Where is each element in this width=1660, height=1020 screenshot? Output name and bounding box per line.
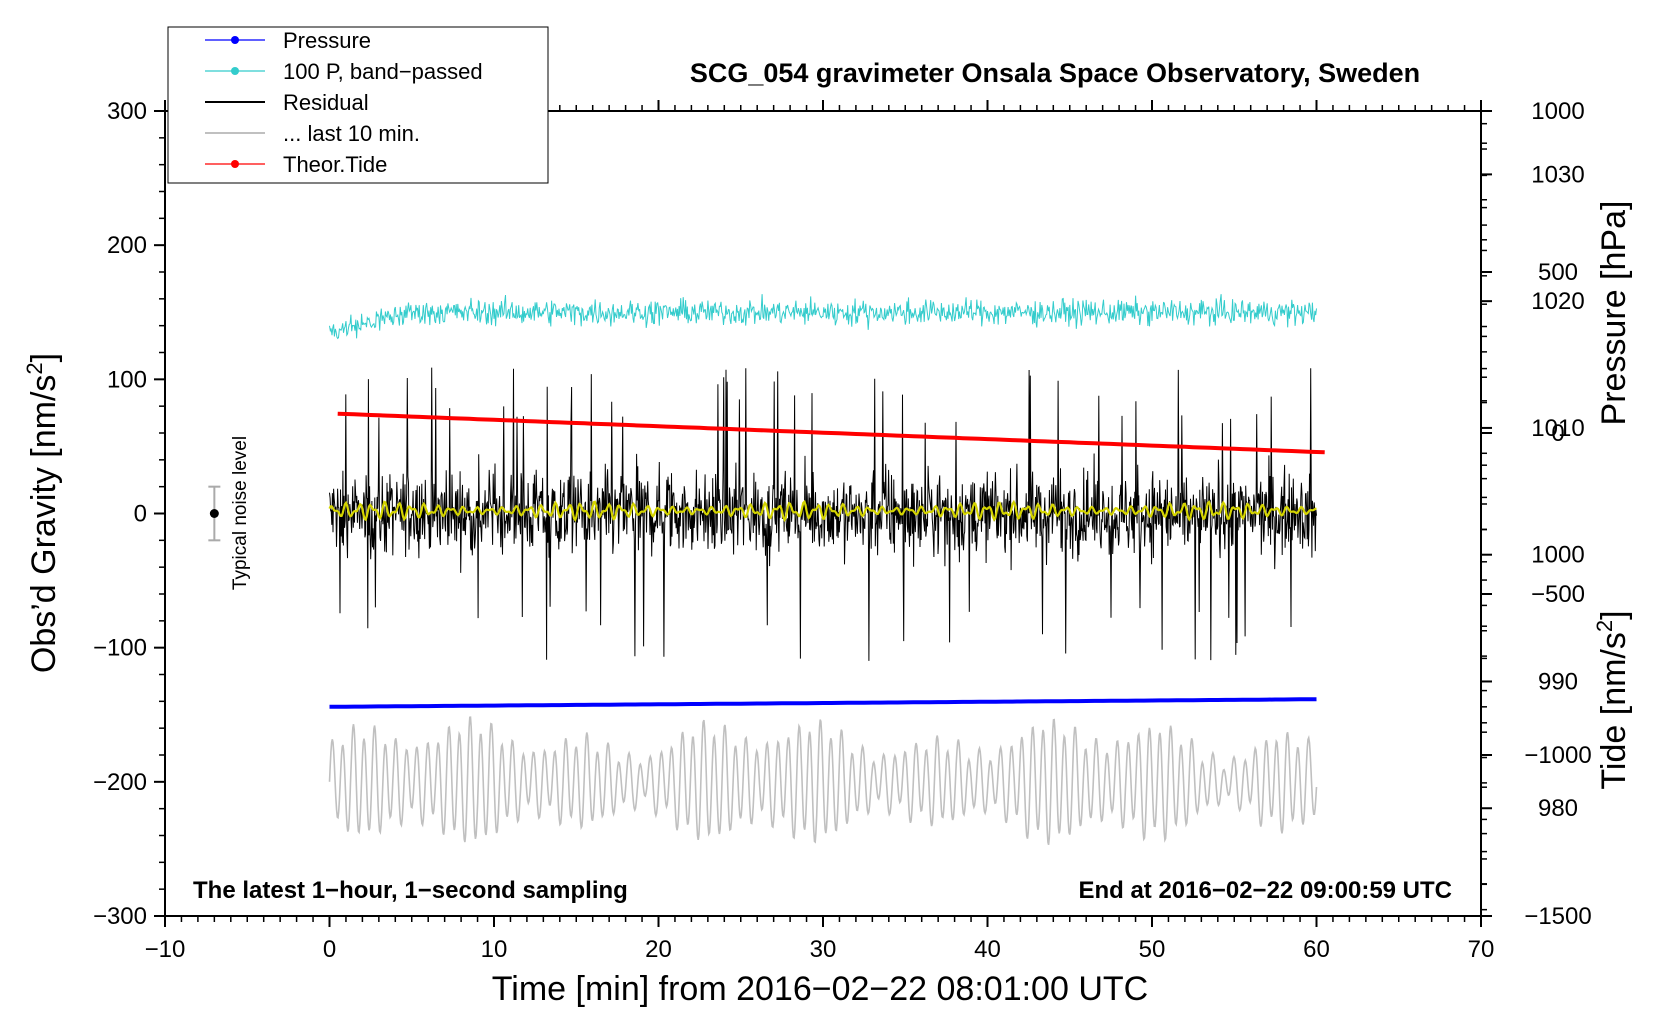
legend-label: Residual: [283, 90, 369, 115]
pressure-tick-label: 980: [1538, 795, 1578, 822]
legend-swatch-marker: [231, 36, 239, 44]
pressure-tick-label: 1030: [1531, 161, 1584, 188]
series-residual-smoothed: [328, 499, 1317, 523]
y-axis-title-tide-main: Tide [nm/s: [1595, 632, 1633, 789]
y-tick-label: 100: [107, 366, 147, 393]
y-tick-label: 200: [107, 232, 147, 259]
legend-item: 100 P, band−passed: [205, 59, 483, 84]
pressure-tick-label: 1000: [1531, 542, 1584, 569]
x-tick-label: 20: [645, 936, 672, 963]
legend-label: Theor.Tide: [283, 152, 387, 177]
series-pressure-bandpassed: [329, 294, 1317, 340]
y-axis-title-tide-end: ]: [1595, 610, 1633, 619]
legend-item: Theor.Tide: [205, 152, 387, 177]
legend-items: Pressure 100 P, band−passed Residual ... la…: [205, 28, 483, 177]
tick-layer: −10 0 10 20 30 40 50 60 70−300−200−1000100200300…: [93, 98, 1592, 963]
x-tick-label: 70: [1468, 936, 1495, 963]
tide-tick-label: −1000: [1524, 742, 1591, 769]
y-axis-title-left-main: Obs’d Gravity [nm/s: [25, 375, 63, 674]
series-last-10-min: [328, 716, 1318, 846]
y-axis-title-left: Obs’d Gravity [nm/s2]: [22, 353, 63, 673]
tide-tick-label: 0: [1551, 420, 1564, 447]
legend-label: 100 P, band−passed: [283, 59, 483, 84]
legend-item: Pressure: [205, 28, 371, 53]
tide-tick-label: −1500: [1524, 903, 1591, 930]
series-pressure: [329, 697, 1317, 709]
y-tick-label: −300: [93, 903, 147, 930]
y-axis-title-left-end: ]: [25, 353, 63, 362]
x-tick-label: −10: [145, 936, 186, 963]
x-axis-title: Time [min] from 2016−02−22 08:01:00 UTC: [492, 970, 1148, 1008]
legend-label: ... last 10 min.: [283, 121, 420, 146]
x-tick-label: 60: [1303, 936, 1330, 963]
noise-level-dot: [209, 509, 219, 518]
y-axis-title-tide-sup: 2: [1592, 620, 1617, 632]
legend-swatch-marker: [231, 67, 239, 75]
pressure-tick-label: 1010: [1531, 415, 1584, 442]
y-tick-label: 0: [134, 501, 147, 528]
series-layer: [328, 294, 1325, 846]
x-tick-label: 30: [810, 936, 837, 963]
legend: Pressure 100 P, band−passed Residual ... la…: [167, 26, 549, 184]
pressure-tick-label: 1020: [1531, 288, 1584, 315]
legend-item: ... last 10 min.: [205, 121, 420, 146]
legend-label: Pressure: [283, 28, 371, 53]
y-axis-title-pressure: Pressure [hPa]: [1595, 201, 1633, 426]
x-tick-label: 0: [323, 936, 336, 963]
noise-level-indicator: Typical noise level: [208, 436, 251, 590]
noise-level-label: Typical noise level: [230, 436, 251, 590]
tide-tick-label: −500: [1531, 581, 1585, 608]
tide-tick-label: 500: [1538, 259, 1578, 286]
y-tick-label: −100: [93, 635, 147, 662]
legend-swatch-marker: [231, 160, 239, 168]
chart-title: SCG_054 gravimeter Onsala Space Observat…: [690, 58, 1420, 88]
y-tick-label: 300: [107, 98, 147, 125]
x-tick-label: 40: [974, 936, 1001, 963]
series-residual: [329, 367, 1317, 661]
y-axis-title-tide: Tide [nm/s2]: [1592, 610, 1633, 789]
legend-item: Residual: [205, 90, 369, 115]
x-tick-label: 10: [481, 936, 508, 963]
y-axis-title-left-sup: 2: [22, 362, 47, 374]
annotation-end-time: End at 2016−02−22 09:00:59 UTC: [1078, 877, 1452, 904]
series-theoretical-tide: [337, 411, 1325, 455]
x-tick-label: 50: [1139, 936, 1166, 963]
pressure-tick-label: 990: [1538, 668, 1578, 695]
legend-box: [167, 26, 549, 184]
y-tick-label: −200: [93, 769, 147, 796]
tide-tick-label: 1000: [1531, 98, 1584, 125]
annotation-sampling: The latest 1−hour, 1−second sampling: [193, 877, 628, 904]
